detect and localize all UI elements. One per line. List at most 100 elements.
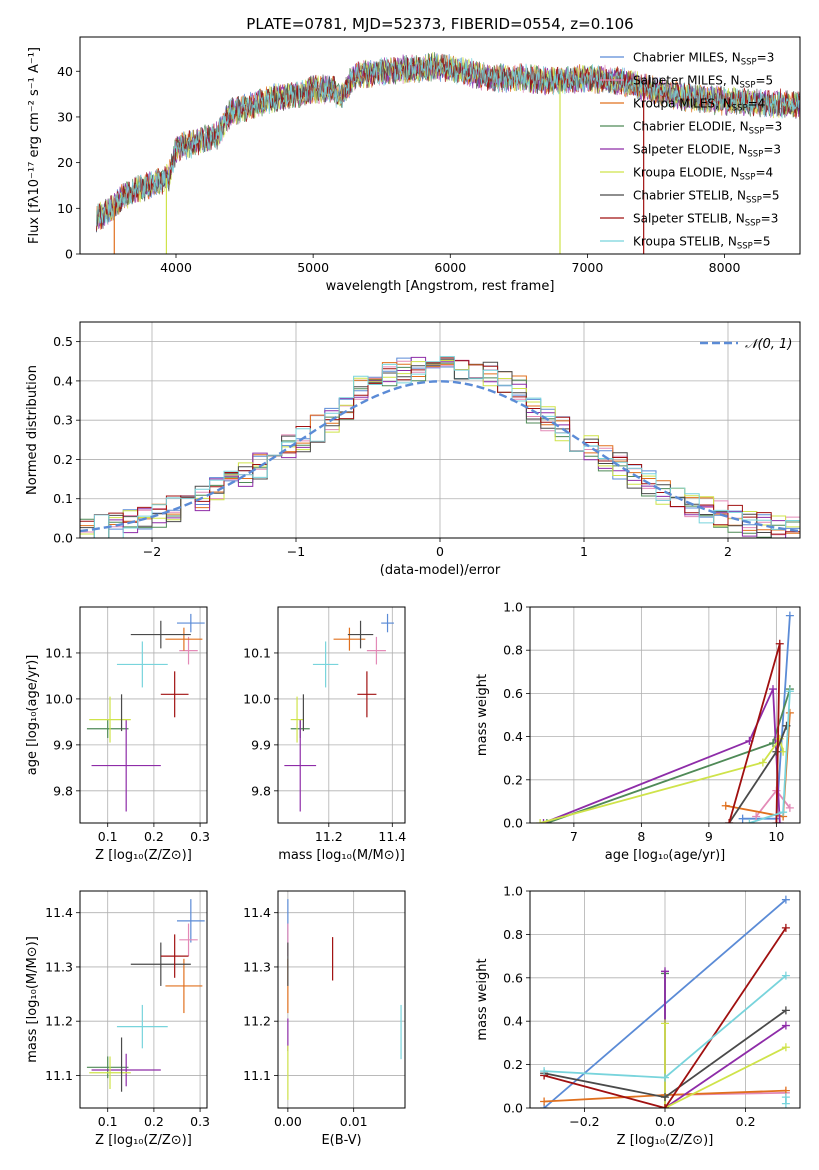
x-axis-label: mass [log₁₀(M/M⊙)] (278, 848, 405, 863)
x-tick-label: 0.3 (190, 1114, 210, 1129)
histogram-kroupa_stelib (80, 356, 800, 538)
marker-salpeter_elodie (661, 967, 669, 976)
x-tick-label: 0.2 (144, 829, 164, 844)
x-tick-label: 8000 (709, 260, 741, 275)
legend: 𝒩(0, 1) (700, 337, 792, 352)
legend-label-text: Chabrier ELODIE, N (633, 120, 749, 134)
legend-label-sub: SSP (732, 104, 748, 114)
y-tick-label: 0.5 (53, 334, 73, 349)
y-tick-label: 0.4 (503, 729, 523, 744)
chart-age_vs_Z: 0.1 0.2 0.3 9.8 9.9 10.0 10.1 Z [log₁₀(Z/Z⊙)] ag… (25, 606, 210, 863)
x-tick-label: 11.2 (315, 829, 343, 844)
figure-title: PLATE=0781, MJD=52373, FIBERID=0554, z=0… (246, 15, 633, 33)
axes-frame (529, 606, 801, 824)
y-tick-label: 0 (65, 247, 73, 262)
legend-label-suffix: =4 (748, 97, 766, 111)
marker-chabrier_stelib (782, 721, 791, 730)
y-tick-label: 0.8 (503, 927, 523, 942)
y-axis-label: mass [log₁₀(M/M⊙)] (25, 936, 40, 1063)
y-axis-label: Flux [fλ10⁻¹⁷ erg cm⁻² s⁻¹ A⁻¹] (27, 47, 42, 244)
y-tick-label: 10.0 (243, 691, 271, 706)
legend-label: 𝒩(0, 1) (745, 337, 792, 352)
legend-label-sub: SSP (741, 58, 757, 68)
marker-salpeter_elodie (781, 1021, 790, 1030)
marker-kroupa_miles (785, 708, 794, 717)
spectrum-line-kroupa_stelib (96, 54, 800, 226)
plot-area (536, 611, 794, 823)
plot-area (96, 52, 800, 254)
legend-label: Salpeter STELIB, NSSP=3 (633, 212, 778, 229)
y-tick-label: 0.2 (503, 772, 523, 787)
line-chabrier_elodie (546, 688, 791, 823)
chart-mass_vs_ebv: 0.00 0.01 11.1 11.2 11.3 11.4 E(B-V) (243, 890, 406, 1148)
histogram-salpeter_elodie (80, 356, 800, 538)
marker-chabrier_miles (785, 611, 794, 620)
x-tick-label: 9 (705, 829, 713, 844)
x-tick-label: 0 (436, 544, 444, 559)
marker-kroupa_stelib (661, 1073, 669, 1082)
y-tick-label: 10 (57, 201, 73, 216)
y-tick-label: 40 (57, 64, 73, 79)
y-tick-label: 9.9 (251, 737, 271, 752)
x-tick-label: −2 (143, 544, 161, 559)
chart-residuals: −2 −1 0 1 2 0.0 0.1 0.2 0.3 0.4 0.5 (data-model)/er… (25, 321, 801, 578)
x-tick-label: −1 (287, 544, 305, 559)
legend-label-text: Chabrier STELIB, N (633, 189, 746, 203)
marker-salpeter_miles (785, 803, 794, 812)
x-tick-label: 2 (724, 544, 732, 559)
chart-mass_weight_vs_age: 7 8 9 10 0.0 0.2 0.4 0.6 0.8 1.0 age [log₁₀(age/yr… (475, 600, 801, 863)
marker-kroupa_stelib (781, 1093, 790, 1102)
y-tick-label: 11.4 (243, 905, 271, 920)
x-tick-label: 8 (637, 829, 645, 844)
legend-label-text: Kroupa MILES, N (633, 97, 732, 111)
y-tick-label: 0.4 (53, 373, 73, 388)
axes-frame (79, 321, 801, 539)
marker-kroupa_elodie (536, 819, 545, 823)
marker-kroupa_miles (540, 1097, 549, 1106)
legend-label: Kroupa MILES, NSSP=4 (633, 97, 765, 114)
plot-area (86, 613, 205, 812)
marker-chabrier_miles (738, 814, 747, 823)
axes-frame (79, 606, 208, 824)
x-axis-label: Z [log₁₀(Z/Z⊙)] (617, 1133, 714, 1148)
histogram-chabrier_miles (80, 357, 800, 538)
y-tick-label: 11.2 (243, 1014, 271, 1029)
legend-label-text: Salpeter ELODIE, N (633, 143, 747, 157)
x-axis-label: E(B-V) (321, 1133, 361, 1148)
marker-chabrier_stelib (772, 747, 781, 756)
y-tick-label: 0.3 (53, 413, 73, 428)
x-tick-label: 0.2 (736, 1114, 756, 1129)
plot-area (86, 899, 205, 1092)
y-tick-label: 0.2 (53, 452, 73, 467)
legend-label-suffix: =3 (765, 120, 783, 134)
line-kroupa_elodie (539, 736, 784, 823)
x-tick-label: 4000 (160, 260, 192, 275)
line-chabrier_miles (742, 615, 791, 820)
marker-kroupa_elodie (781, 1043, 790, 1052)
y-tick-label: 10.1 (45, 645, 73, 660)
marker-kroupa_stelib (785, 687, 794, 696)
y-tick-label: 0.6 (503, 970, 523, 985)
legend-label-suffix: =4 (755, 166, 773, 180)
legend-label-suffix: =5 (762, 189, 780, 203)
normal-curve (80, 380, 800, 533)
y-tick-label: 9.9 (53, 737, 73, 752)
marker-salpeter_stelib (781, 923, 790, 932)
x-axis-label: Z [log₁₀(Z/Z⊙)] (95, 1133, 192, 1148)
y-tick-label: 9.8 (53, 783, 73, 798)
chart-spectrum: 4000 5000 6000 7000 8000 0 10 20 30 40 wavelength … (27, 36, 801, 294)
plot-area (287, 899, 402, 1100)
chart-age_vs_mass: 11.2 11.4 9.8 9.9 10.0 10.1 mass [log₁₀(M/M⊙)] (243, 606, 406, 863)
legend-label: Chabrier ELODIE, NSSP=3 (633, 120, 782, 137)
marker-kroupa_stelib (779, 808, 788, 817)
marker-salpeter_stelib (772, 819, 781, 823)
x-tick-label: 0.00 (274, 1114, 302, 1129)
y-axis-label: age [log₁₀(age/yr)] (25, 655, 40, 776)
y-tick-label: 0.0 (503, 816, 523, 831)
x-tick-label: 0.1 (98, 1114, 118, 1129)
legend-label-suffix: =3 (763, 143, 781, 157)
marker-salpeter_miles (752, 812, 761, 821)
legend-label: Chabrier STELIB, NSSP=5 (633, 189, 780, 206)
x-tick-label: 6000 (434, 260, 466, 275)
marker-kroupa_stelib (540, 1067, 549, 1076)
